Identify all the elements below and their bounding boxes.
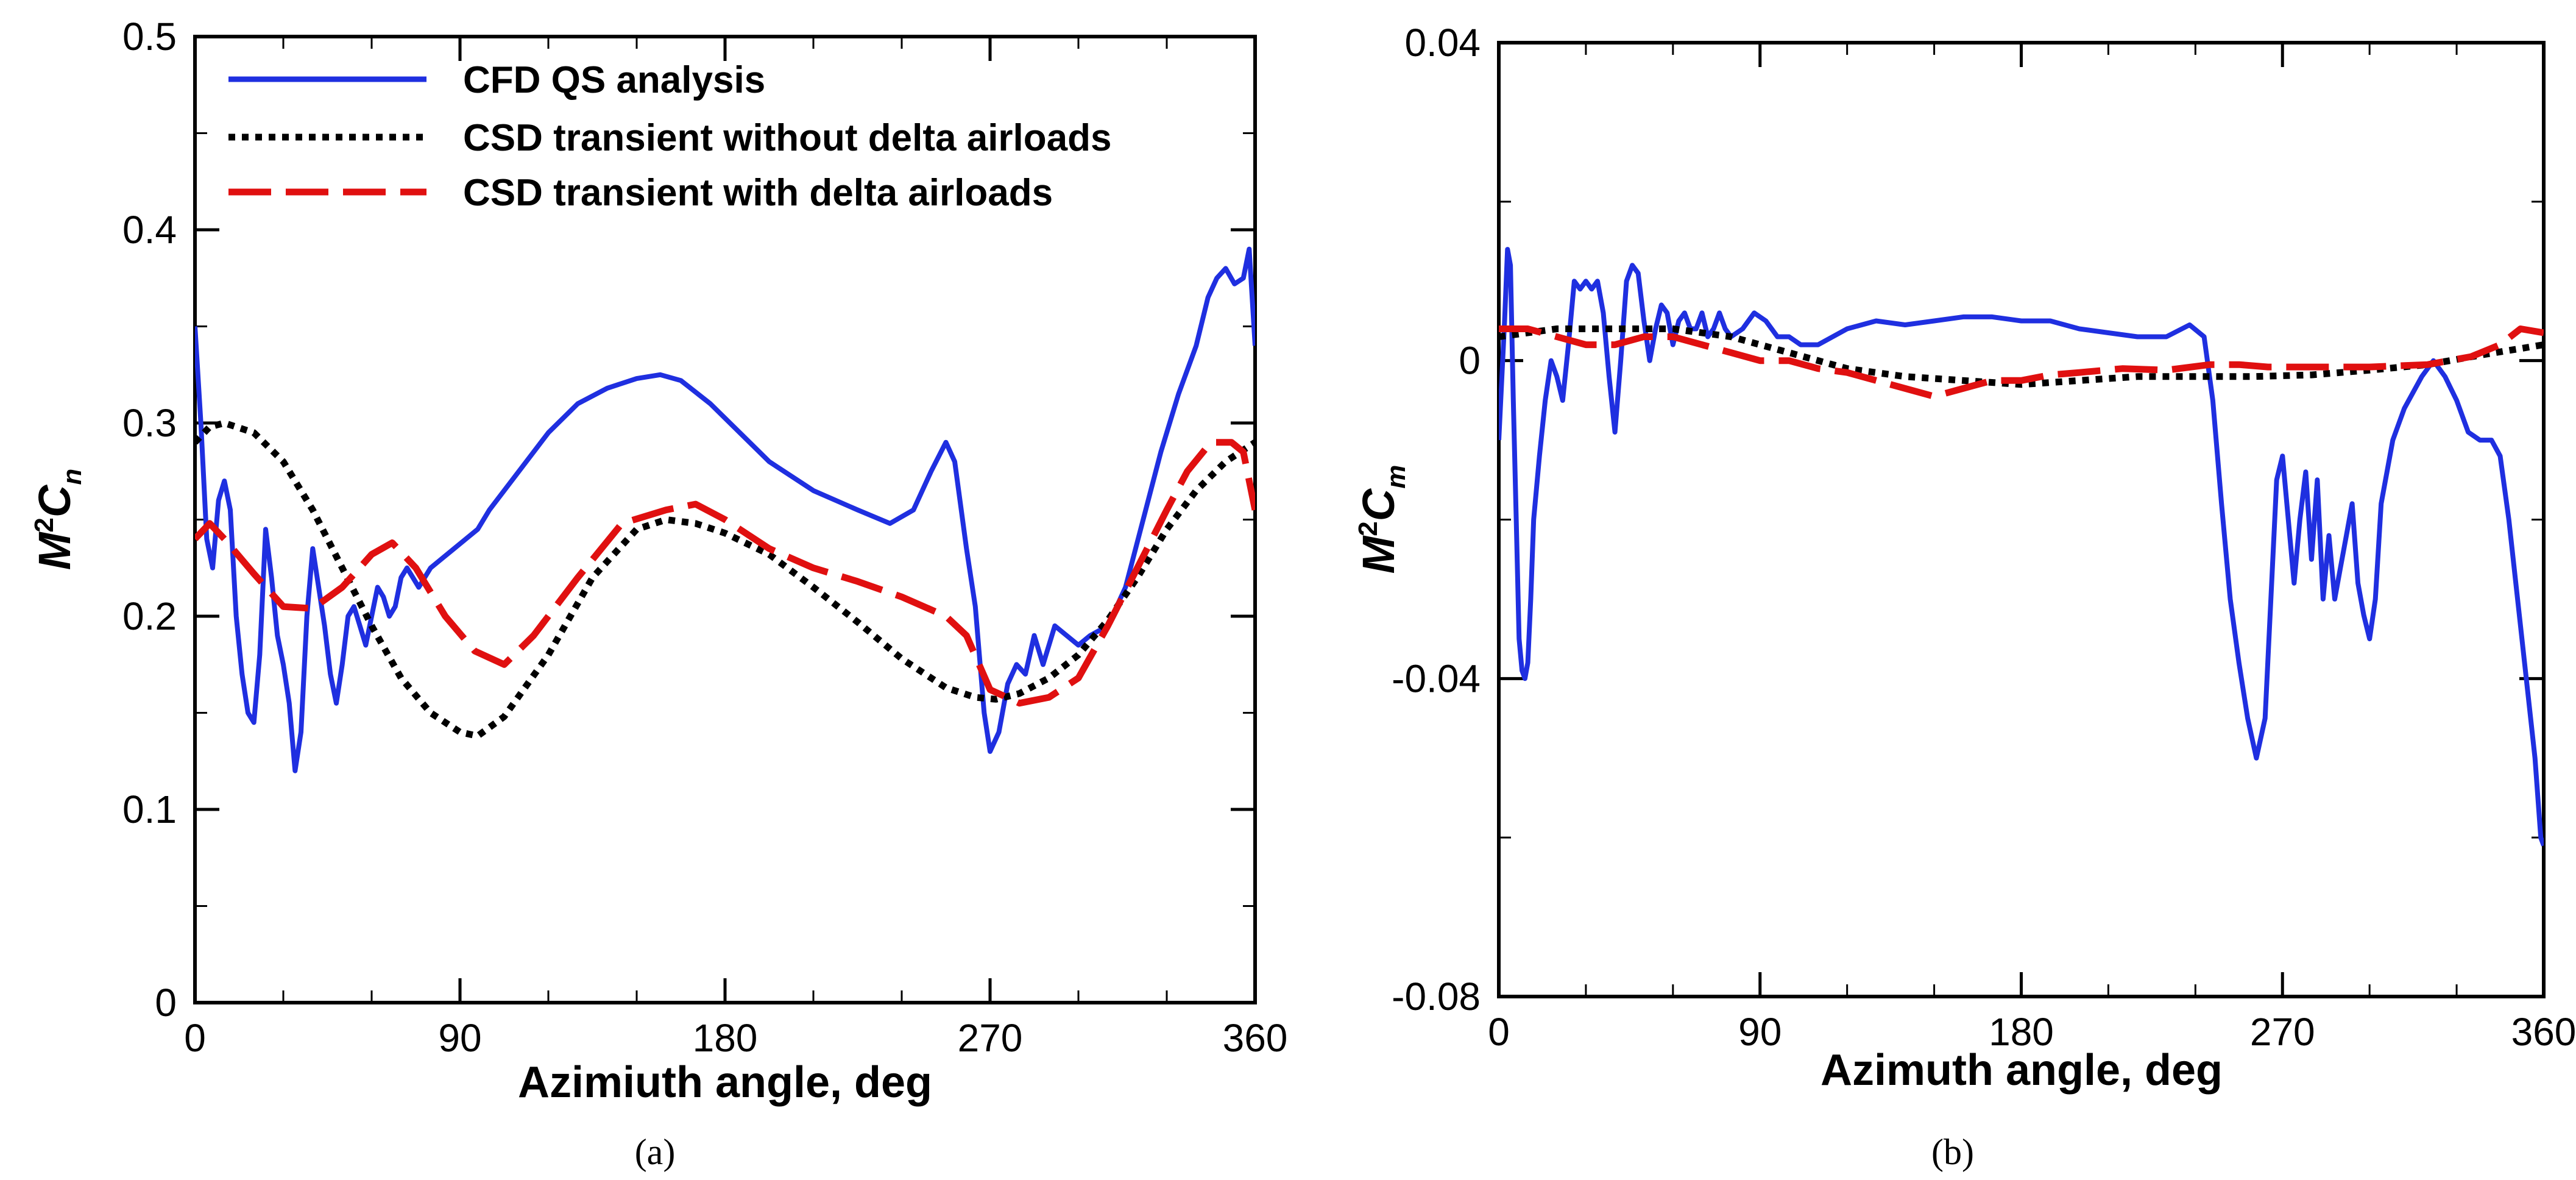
y-axis-label-b-base: M (1353, 535, 1404, 574)
y-axis-label-b-c: C (1353, 488, 1404, 521)
y-axis-label-a: M2Cn (29, 469, 87, 570)
a-series (195, 246, 1255, 773)
y-axis-label-b-sup: 2 (1353, 521, 1383, 536)
series-line-csd-transient-with-delta-airloads (195, 439, 1255, 707)
y-tick-label: 0.1 (122, 787, 177, 831)
plot-frame-b (1497, 41, 2546, 998)
x-tick-label: 360 (2511, 1010, 2576, 1054)
y-axis-label-a-base: M (29, 531, 80, 570)
y-axis-label-a-c: C (29, 484, 80, 517)
b-series (1499, 247, 2544, 847)
x-tick-label: 0 (1488, 1010, 1510, 1054)
series-line-csd-transient-with-delta-airloads (1499, 325, 2544, 400)
legend-label-cfd: CFD QS analysis (463, 59, 765, 101)
b-ticks: 0 90 180 270 360 -0.08 -0.04 0 0.04 (1392, 21, 2576, 1054)
y-tick-label: -0.04 (1392, 656, 1481, 700)
y-tick-label: 0 (1459, 339, 1481, 383)
x-tick-label: 270 (958, 1016, 1023, 1060)
x-tick-label: 90 (438, 1016, 481, 1060)
legend-label-csd-with: CSD transient with delta airloads (463, 172, 1053, 214)
x-tick-label: 270 (2250, 1010, 2315, 1054)
y-axis-label-b: M2Cm (1353, 465, 1411, 574)
panel-b-chart: 0 90 180 270 360 -0.08 -0.04 0 0.04 Azimuth angl… (1353, 21, 2576, 1172)
x-tick-label: 90 (1738, 1010, 1782, 1054)
x-axis-label-b: Azimuth angle, deg (1821, 1046, 2223, 1095)
x-tick-label: 0 (184, 1016, 206, 1060)
y-tick-label: 0.2 (122, 594, 177, 638)
y-tick-label: 0.04 (1404, 21, 1481, 65)
y-tick-label: 0.5 (122, 15, 177, 59)
series-line-csd-transient-without-delta-airloads (195, 419, 1255, 739)
panel-caption-b: (b) (1931, 1132, 1974, 1172)
a-ticks: 0 90 180 270 360 0 0.1 0.2 0.3 0.4 0.5 (122, 15, 1287, 1060)
y-axis-label-a-sub: n (57, 469, 87, 485)
x-tick-label: 180 (693, 1016, 758, 1060)
series-line-cfd-qs-analysis (195, 246, 1255, 773)
y-tick-label: 0.3 (122, 401, 177, 445)
y-axis-label-b-sub: m (1381, 465, 1411, 489)
x-tick-label: 180 (1989, 1010, 2054, 1054)
y-axis-label-a-sup: 2 (29, 517, 59, 532)
series-line-cfd-qs-analysis (1499, 247, 2544, 847)
y-tick-label: 0.4 (122, 208, 177, 252)
legend-label-csd-without: CSD transient without delta airloads (463, 117, 1111, 159)
x-tick-label: 360 (1223, 1016, 1288, 1060)
y-tick-label: 0 (155, 981, 177, 1025)
panel-caption-a: (a) (635, 1132, 676, 1172)
panel-a-chart: 0 90 180 270 360 0 0.1 0.2 0.3 0.4 0.5 CFD QS anal… (29, 15, 1287, 1172)
x-axis-label-a: Azimiuth angle, deg (518, 1058, 932, 1107)
y-tick-label: -0.08 (1392, 975, 1481, 1018)
legend: CFD QS analysis CSD transient without de… (228, 59, 1111, 214)
